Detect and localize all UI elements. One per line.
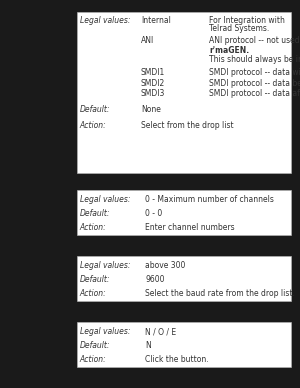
- Text: Default:: Default:: [80, 209, 110, 218]
- Text: Enter channel numbers: Enter channel numbers: [145, 223, 235, 232]
- Text: above 300: above 300: [145, 262, 185, 270]
- Text: Default:: Default:: [80, 275, 110, 284]
- Text: 0 - Maximum number of channels: 0 - Maximum number of channels: [145, 196, 274, 204]
- Text: None: None: [141, 106, 161, 114]
- Text: Telrad Systems.: Telrad Systems.: [209, 24, 270, 33]
- FancyBboxPatch shape: [76, 256, 291, 301]
- Text: ANI protocol -- not used for: ANI protocol -- not used for: [209, 36, 300, 45]
- Text: Legal values:: Legal values:: [80, 262, 130, 270]
- Text: Select from the drop list: Select from the drop list: [141, 121, 233, 130]
- Text: 9600: 9600: [145, 275, 165, 284]
- Text: N / O / E: N / O / E: [145, 327, 176, 336]
- Text: Internal: Internal: [141, 16, 171, 25]
- Text: SMDI2: SMDI2: [141, 79, 165, 88]
- Text: Default:: Default:: [80, 106, 110, 114]
- FancyBboxPatch shape: [76, 190, 291, 235]
- Text: Action:: Action:: [80, 355, 106, 364]
- Text: ANI: ANI: [141, 36, 154, 45]
- Text: r'maGEN.: r'maGEN.: [209, 46, 250, 55]
- Text: Legal values:: Legal values:: [80, 16, 130, 25]
- FancyBboxPatch shape: [76, 322, 291, 367]
- Text: Action:: Action:: [80, 121, 106, 130]
- Text: Action:: Action:: [80, 289, 106, 298]
- Text: Action:: Action:: [80, 223, 106, 232]
- Text: Legal values:: Legal values:: [80, 196, 130, 204]
- Text: N: N: [145, 341, 151, 350]
- Text: 0 - 0: 0 - 0: [145, 209, 162, 218]
- Text: SMDI1: SMDI1: [141, 68, 165, 77]
- Text: Click the button.: Click the button.: [145, 355, 209, 364]
- Text: SMDI3: SMDI3: [141, 89, 165, 98]
- Text: SMDI protocol -- data without ring.: SMDI protocol -- data without ring.: [209, 68, 300, 77]
- Text: SMDI protocol -- data before ring.: SMDI protocol -- data before ring.: [209, 79, 300, 88]
- Text: For Integration with: For Integration with: [209, 16, 285, 25]
- Text: Default:: Default:: [80, 341, 110, 350]
- Text: SMDI protocol -- data after ring.: SMDI protocol -- data after ring.: [209, 89, 300, 98]
- Text: This should always be internal.: This should always be internal.: [209, 55, 300, 64]
- Text: Legal values:: Legal values:: [80, 327, 130, 336]
- FancyBboxPatch shape: [76, 12, 291, 173]
- Text: Select the baud rate from the drop list.: Select the baud rate from the drop list.: [145, 289, 295, 298]
